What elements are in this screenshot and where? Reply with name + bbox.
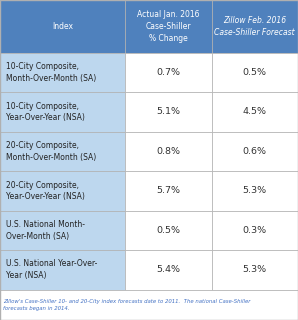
Text: 0.3%: 0.3% bbox=[243, 226, 267, 235]
Text: 0.6%: 0.6% bbox=[243, 147, 267, 156]
Text: Zillow's Case-Shiller 10- and 20-City index forecasts date to 2011.  The nationa: Zillow's Case-Shiller 10- and 20-City in… bbox=[3, 299, 251, 311]
Bar bbox=[212, 250, 298, 290]
Bar bbox=[0, 290, 298, 320]
Bar bbox=[0, 250, 125, 290]
Text: U.S. National Year-Over-
Year (NSA): U.S. National Year-Over- Year (NSA) bbox=[6, 260, 97, 280]
Text: 10-City Composite,
Year-Over-Year (NSA): 10-City Composite, Year-Over-Year (NSA) bbox=[6, 101, 85, 122]
Bar bbox=[0, 92, 125, 132]
Text: 5.1%: 5.1% bbox=[156, 108, 180, 116]
Bar bbox=[212, 92, 298, 132]
Text: 0.8%: 0.8% bbox=[156, 147, 180, 156]
Text: 20-City Composite,
Year-Over-Year (NSA): 20-City Composite, Year-Over-Year (NSA) bbox=[6, 180, 85, 201]
Text: 10-City Composite,
Month-Over-Month (SA): 10-City Composite, Month-Over-Month (SA) bbox=[6, 62, 96, 83]
Bar bbox=[0, 211, 125, 250]
Bar bbox=[212, 211, 298, 250]
Bar bbox=[212, 132, 298, 171]
Bar bbox=[212, 53, 298, 92]
Bar bbox=[125, 92, 212, 132]
Text: 5.3%: 5.3% bbox=[243, 265, 267, 274]
Text: 5.7%: 5.7% bbox=[156, 187, 180, 196]
Bar bbox=[0, 171, 125, 211]
Bar bbox=[0, 132, 125, 171]
Bar bbox=[125, 171, 212, 211]
Bar bbox=[125, 211, 212, 250]
Bar bbox=[125, 132, 212, 171]
Text: 5.3%: 5.3% bbox=[243, 187, 267, 196]
Bar bbox=[125, 0, 212, 53]
Text: Actual Jan. 2016
Case-Shiller
% Change: Actual Jan. 2016 Case-Shiller % Change bbox=[137, 10, 200, 43]
Bar bbox=[125, 250, 212, 290]
Text: Index: Index bbox=[52, 22, 73, 31]
Text: 0.7%: 0.7% bbox=[156, 68, 180, 77]
Text: U.S. National Month-
Over-Month (SA): U.S. National Month- Over-Month (SA) bbox=[6, 220, 85, 241]
Text: 20-City Composite,
Month-Over-Month (SA): 20-City Composite, Month-Over-Month (SA) bbox=[6, 141, 96, 162]
Text: 5.4%: 5.4% bbox=[156, 265, 180, 274]
Text: 0.5%: 0.5% bbox=[156, 226, 180, 235]
Text: 4.5%: 4.5% bbox=[243, 108, 267, 116]
Bar bbox=[0, 53, 125, 92]
Bar bbox=[125, 53, 212, 92]
Bar bbox=[212, 171, 298, 211]
Text: Zillow Feb. 2016
Case-Shiller Forecast: Zillow Feb. 2016 Case-Shiller Forecast bbox=[215, 16, 295, 37]
Bar bbox=[0, 0, 125, 53]
Bar bbox=[212, 0, 298, 53]
Text: 0.5%: 0.5% bbox=[243, 68, 267, 77]
